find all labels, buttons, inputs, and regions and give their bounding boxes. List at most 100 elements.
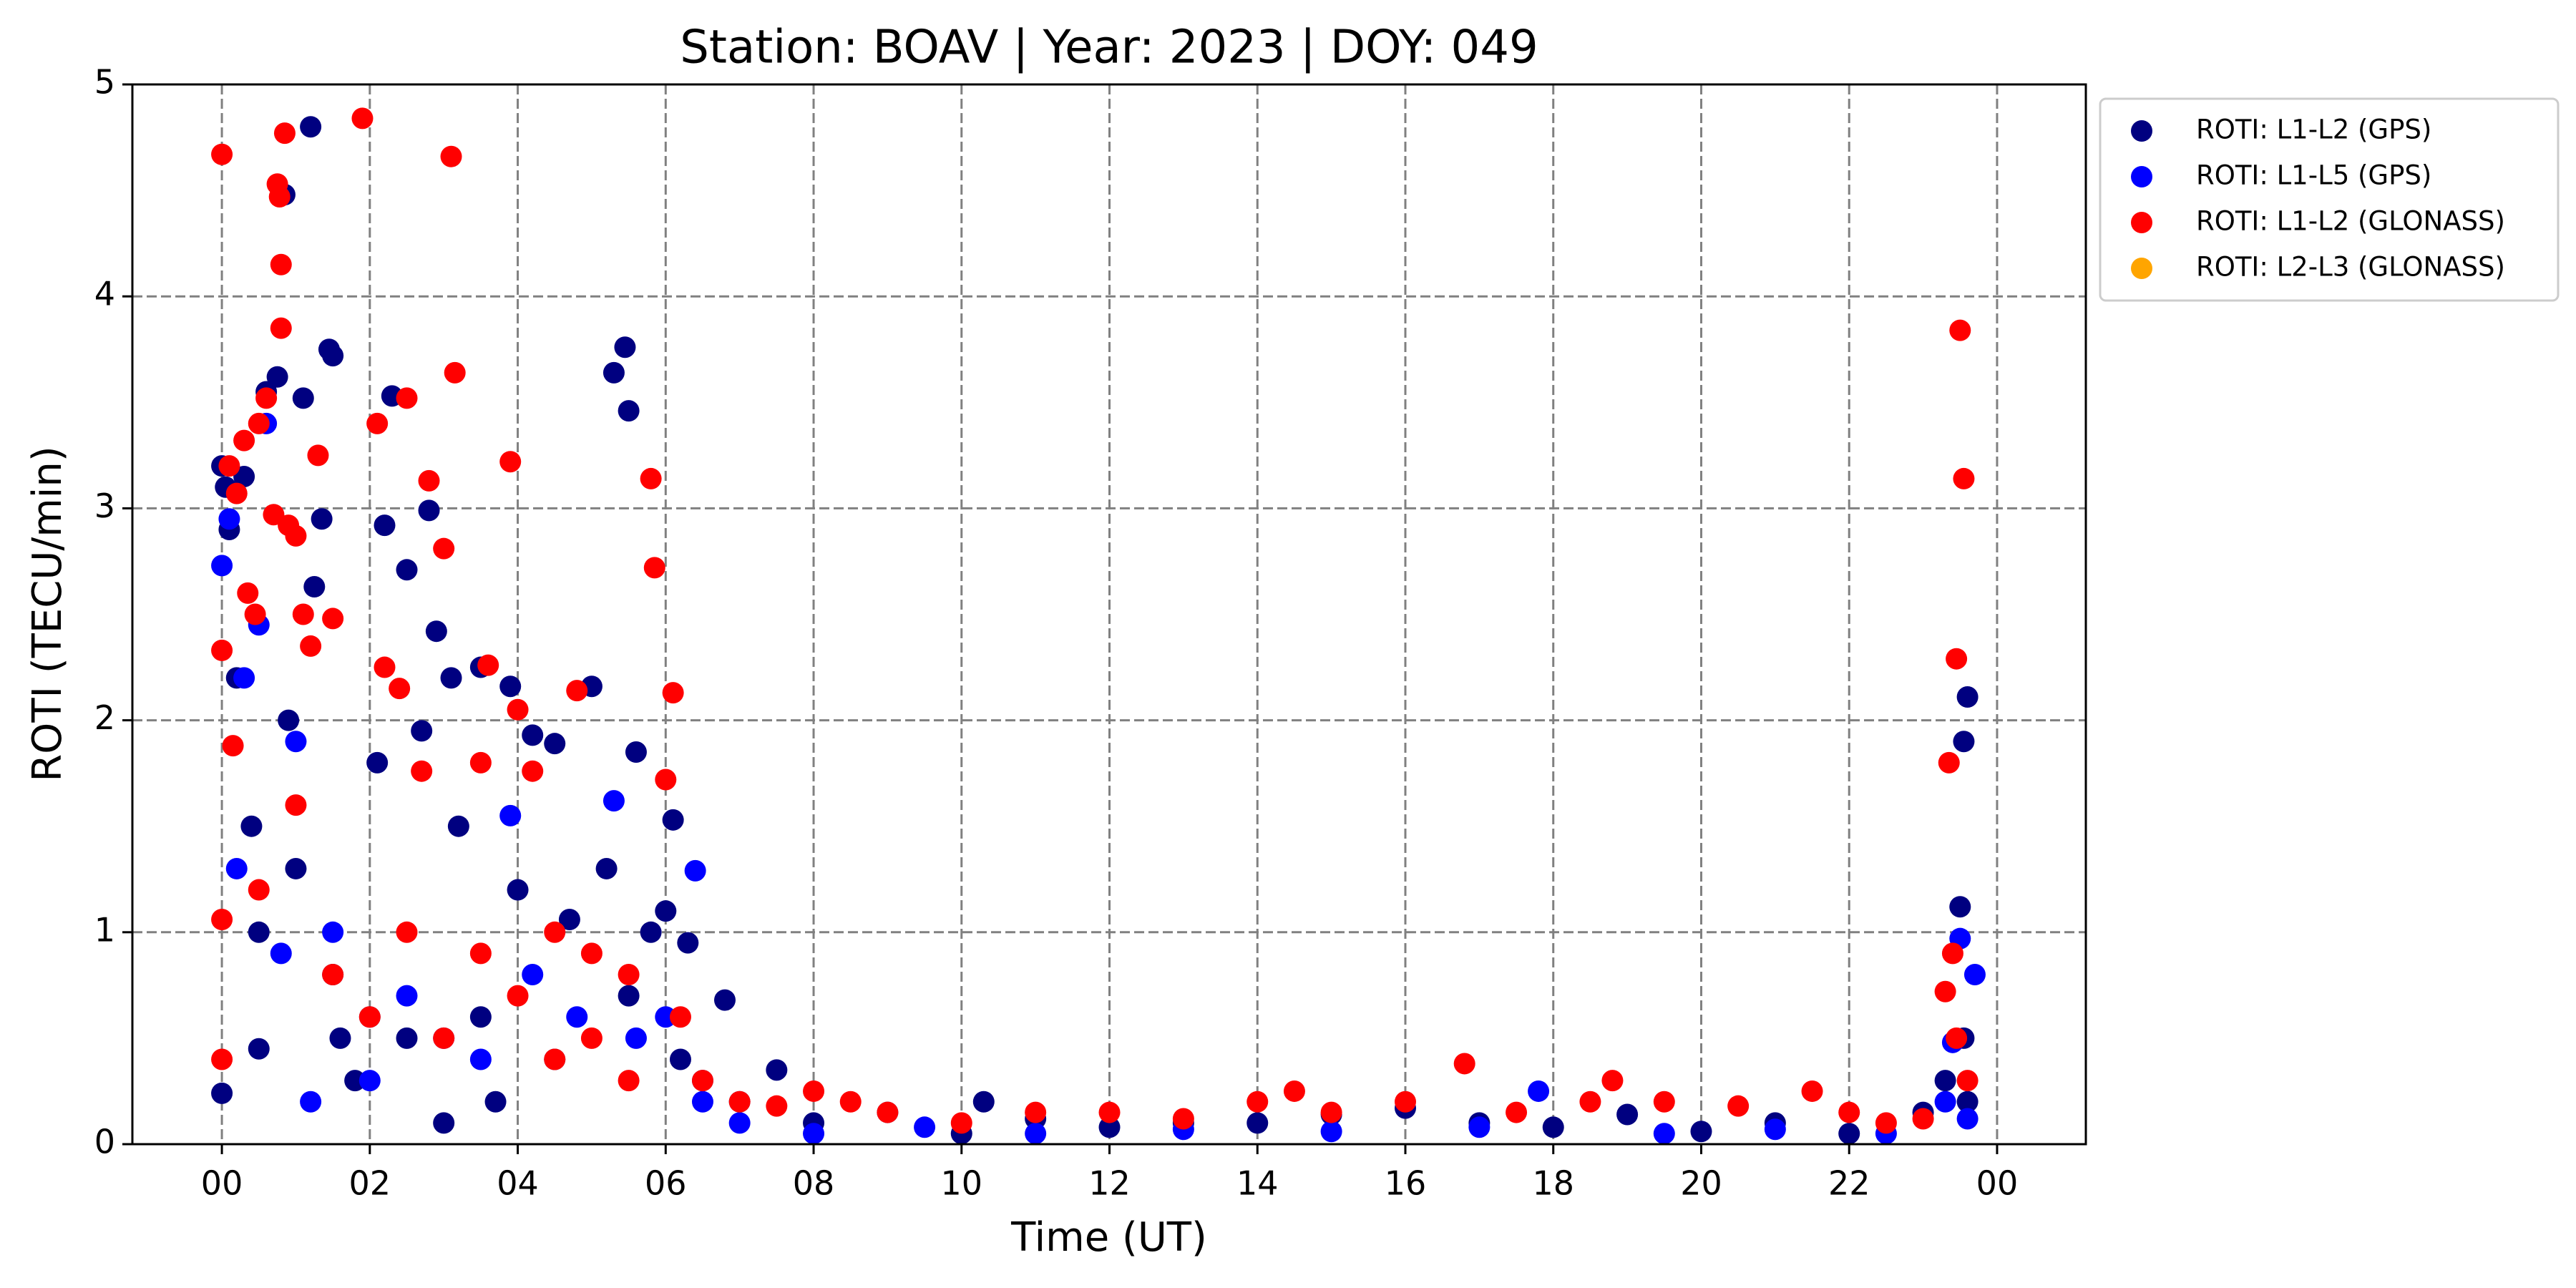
point xyxy=(499,675,522,698)
point xyxy=(366,751,389,774)
point xyxy=(1453,1053,1475,1075)
point xyxy=(440,145,462,167)
y-tick-label: 3 xyxy=(94,487,115,525)
point xyxy=(351,107,374,130)
point xyxy=(580,1027,602,1049)
point xyxy=(300,116,322,138)
point xyxy=(1098,1116,1121,1138)
point xyxy=(211,143,233,165)
point xyxy=(1938,751,1960,774)
plot-area xyxy=(211,107,1986,1144)
point xyxy=(225,857,248,879)
point xyxy=(1246,1091,1269,1113)
point xyxy=(1963,964,1986,986)
point xyxy=(1601,1070,1624,1092)
point xyxy=(270,317,292,339)
point xyxy=(544,733,566,755)
point xyxy=(595,857,618,879)
point xyxy=(433,1112,455,1134)
point xyxy=(655,1006,677,1028)
point xyxy=(211,639,233,661)
point xyxy=(440,667,462,689)
legend-label: ROTI: L2-L3 (GLONASS) xyxy=(2196,252,2505,283)
point xyxy=(950,1112,972,1134)
x-tick-label: 08 xyxy=(793,1164,835,1203)
x-tick-label: 02 xyxy=(349,1164,391,1203)
point xyxy=(507,698,529,721)
point xyxy=(1506,1101,1528,1123)
point xyxy=(411,760,433,782)
point xyxy=(1801,1080,1823,1102)
point xyxy=(311,508,333,530)
point xyxy=(1875,1112,1897,1134)
point xyxy=(728,1112,751,1134)
point xyxy=(618,964,640,986)
point xyxy=(322,608,344,630)
point xyxy=(643,557,665,579)
point xyxy=(1956,1091,1979,1113)
point xyxy=(484,1091,507,1113)
y-tick-label: 4 xyxy=(94,275,115,313)
y-tick-label: 0 xyxy=(94,1123,115,1161)
point xyxy=(1172,1108,1194,1130)
point xyxy=(1838,1123,1860,1144)
point xyxy=(396,387,418,409)
point xyxy=(1946,648,1968,670)
point xyxy=(433,1027,455,1049)
point xyxy=(1542,1116,1564,1138)
point xyxy=(411,720,433,742)
x-tick-label: 04 xyxy=(497,1164,539,1203)
point xyxy=(469,1006,492,1028)
point xyxy=(914,1116,936,1138)
point xyxy=(396,985,418,1007)
point xyxy=(655,769,677,791)
x-tick-label: 12 xyxy=(1088,1164,1131,1203)
point xyxy=(1394,1091,1416,1113)
legend-label: ROTI: L1-L5 (GPS) xyxy=(2196,160,2431,191)
point xyxy=(1616,1103,1639,1126)
point xyxy=(522,964,544,986)
point xyxy=(1956,1070,1979,1092)
point xyxy=(677,932,699,954)
point xyxy=(1690,1121,1712,1143)
point xyxy=(1653,1123,1675,1144)
point xyxy=(248,921,270,943)
point xyxy=(507,879,529,901)
point xyxy=(418,499,440,522)
point xyxy=(418,469,440,492)
y-tick-label: 1 xyxy=(94,910,115,949)
legend-box xyxy=(2099,97,2560,302)
point xyxy=(1579,1091,1601,1113)
point xyxy=(396,559,418,581)
point xyxy=(477,654,499,676)
point xyxy=(218,455,240,477)
point xyxy=(669,1048,691,1070)
x-axis-label: Time (UT) xyxy=(1010,1214,1207,1261)
point xyxy=(300,1091,322,1113)
point xyxy=(625,1027,647,1049)
point xyxy=(1283,1080,1305,1102)
point xyxy=(1941,942,1963,965)
point xyxy=(444,361,466,384)
point xyxy=(691,1091,713,1113)
point xyxy=(218,508,240,530)
point xyxy=(1953,467,1975,489)
point xyxy=(248,1038,270,1060)
x-tick-label: 06 xyxy=(645,1164,687,1203)
point xyxy=(273,122,296,145)
point xyxy=(618,400,640,422)
point xyxy=(566,1006,588,1028)
point xyxy=(447,815,469,837)
x-tick-label: 10 xyxy=(941,1164,983,1203)
point xyxy=(433,537,455,560)
point xyxy=(1934,1070,1956,1092)
point xyxy=(1468,1116,1491,1138)
point xyxy=(839,1091,862,1113)
x-tick-label: 20 xyxy=(1680,1164,1722,1203)
point xyxy=(396,921,418,943)
x-tick-label: 00 xyxy=(1976,1164,2019,1203)
axes-frame xyxy=(131,83,2087,1146)
point xyxy=(1956,1108,1979,1130)
point xyxy=(602,361,625,384)
